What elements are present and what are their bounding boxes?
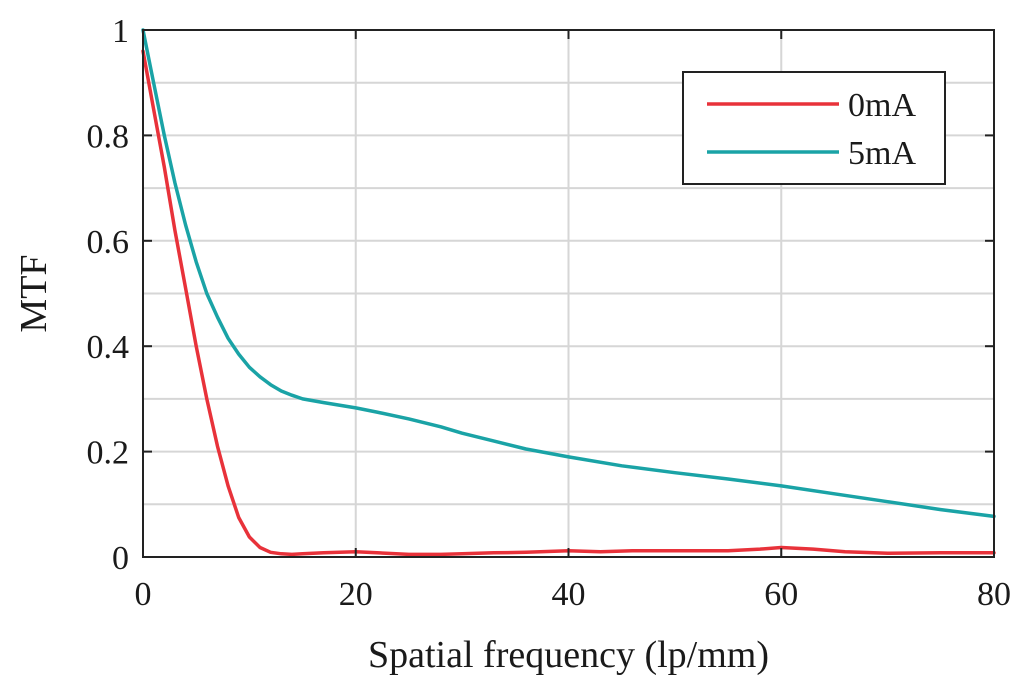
series-line-5mA <box>141 28 996 519</box>
y-tick-label: 0.4 <box>87 329 130 366</box>
legend-label-0mA: 0mA <box>848 87 916 124</box>
x-tick-label: 20 <box>339 576 373 613</box>
x-tick-label: 80 <box>977 576 1011 613</box>
y-tick-label: 0.6 <box>87 224 130 261</box>
x-tick-label: 40 <box>552 576 586 613</box>
series-line-0mA <box>141 49 996 557</box>
legend-box <box>682 71 946 185</box>
tick-marks <box>142 29 995 558</box>
y-tick-label: 1 <box>112 13 129 50</box>
x-axis-label: Spatial frequency (lp/mm) <box>368 634 769 676</box>
y-tick-label: 0 <box>112 540 129 577</box>
y-tick-labels: 0 0.2 0.4 0.6 0.8 1 <box>87 13 130 577</box>
x-tick-label: 0 <box>135 576 152 613</box>
legend-label-5mA: 5mA <box>848 135 916 172</box>
series-group <box>141 28 996 557</box>
y-tick-label: 0.2 <box>87 435 130 472</box>
x-tick-labels: 0 20 40 60 80 <box>135 576 1012 613</box>
y-axis-label: MTF <box>13 254 55 332</box>
y-tick-label: 0.8 <box>87 118 130 155</box>
x-tick-label: 60 <box>764 576 798 613</box>
